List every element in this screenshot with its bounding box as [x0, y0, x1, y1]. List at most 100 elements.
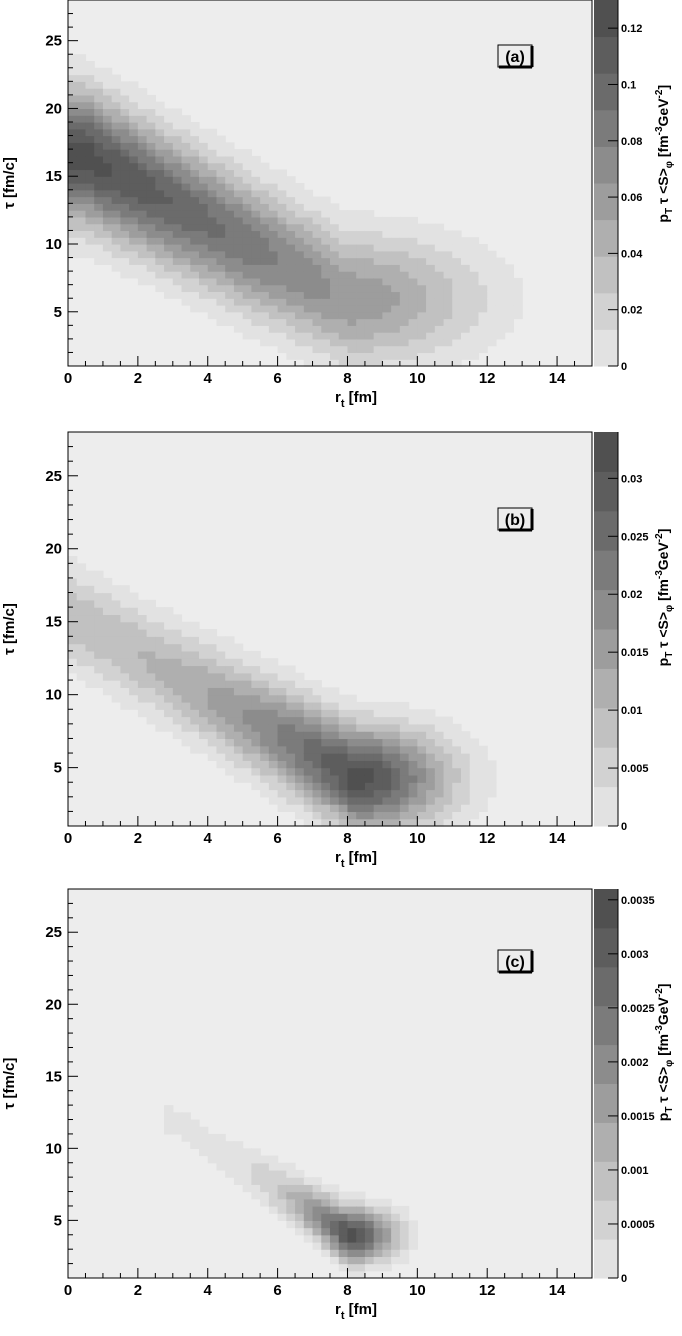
contour-cell	[129, 101, 139, 110]
contour-cell	[68, 607, 78, 616]
contour-cell	[207, 230, 218, 238]
contour-cell	[242, 753, 252, 761]
contour-cell	[225, 216, 235, 225]
contour-cell	[155, 650, 165, 659]
contour-cell	[85, 223, 95, 232]
contour-cell	[303, 1184, 314, 1193]
contour-cell	[391, 753, 401, 761]
contour-cell	[216, 687, 226, 696]
contour-cell	[330, 716, 340, 725]
contour-cell	[277, 298, 287, 306]
contour-cell	[216, 318, 226, 326]
contour-cell	[469, 796, 480, 805]
contour-cell	[242, 672, 252, 681]
contour-cell	[111, 101, 121, 110]
contour-cell	[268, 203, 279, 211]
contour-cell	[338, 731, 349, 740]
contour-cell	[356, 1256, 366, 1265]
contour-cell	[251, 1162, 261, 1171]
contour-cell	[382, 305, 392, 313]
contour-cell	[111, 108, 121, 116]
contour-cell	[146, 621, 156, 630]
contour-cell	[295, 1205, 305, 1214]
contour-cell	[260, 723, 270, 732]
contour-cell	[216, 305, 226, 313]
contour-cell	[338, 760, 349, 769]
contour-cell	[225, 643, 235, 652]
contour-cell	[312, 796, 322, 805]
x-tick-label: 0	[64, 830, 72, 847]
contour-cell	[391, 796, 401, 805]
contour-cell	[216, 203, 226, 211]
contour-cell	[277, 189, 287, 198]
contour-cell	[338, 1220, 349, 1229]
contour-cell	[426, 745, 436, 754]
contour-cell	[242, 250, 252, 259]
contour-cell	[155, 108, 165, 116]
contour-cell	[303, 359, 314, 367]
contour-cell	[330, 1184, 340, 1193]
contour-cell	[399, 723, 410, 732]
contour-cell	[146, 210, 156, 218]
contour-cell	[225, 694, 235, 703]
contour-cell	[417, 745, 427, 754]
contour-cell	[181, 216, 191, 225]
contour-cell	[408, 1227, 418, 1236]
contour-cell	[347, 782, 357, 791]
contour-cell	[338, 257, 349, 265]
contour-cell	[155, 257, 165, 265]
contour-cell	[172, 223, 183, 232]
contour-cell	[76, 244, 87, 252]
contour-cell	[461, 753, 471, 761]
contour-cell	[452, 738, 462, 747]
contour-cell	[426, 318, 436, 326]
contour-cell	[129, 237, 139, 245]
contour-cell	[199, 291, 209, 299]
contour-cell	[233, 223, 244, 232]
contour-cell	[364, 1220, 375, 1229]
contour-cell	[172, 665, 183, 674]
contour-cell	[181, 1119, 191, 1128]
contour-cell	[277, 250, 287, 259]
contour-cell	[469, 753, 480, 761]
contour-cell	[513, 291, 523, 299]
contour-cell	[495, 305, 506, 313]
contour-cell	[102, 108, 113, 116]
contour-cell	[190, 223, 200, 232]
contour-cell	[251, 298, 261, 306]
contour-cell	[233, 189, 244, 198]
contour-cell	[495, 298, 506, 306]
contour-cell	[504, 305, 514, 313]
contour-cell	[399, 345, 410, 354]
contour-cell	[303, 305, 314, 313]
contour-cell	[85, 585, 95, 594]
contour-cell	[495, 264, 506, 272]
contour-cell	[461, 277, 471, 286]
contour-cell	[251, 709, 261, 718]
contour-cell	[137, 216, 148, 225]
contour-cell	[382, 745, 392, 754]
contour-cell	[164, 257, 174, 265]
contour-cell	[251, 760, 261, 769]
contour-cell	[277, 723, 287, 732]
contour-cell	[190, 284, 200, 293]
contour-cell	[286, 332, 296, 340]
contour-cell	[347, 318, 357, 326]
contour-cell	[356, 284, 366, 293]
panel-tag: (b)	[497, 507, 534, 532]
contour-cell	[391, 782, 401, 791]
contour-cell	[364, 760, 375, 769]
contour-cell	[251, 1155, 261, 1164]
contour-cell	[181, 196, 191, 204]
contour-cell	[347, 745, 357, 754]
contour-cell	[321, 723, 331, 732]
contour-cell	[260, 338, 270, 347]
contour-cell	[295, 1184, 305, 1193]
contour-cell	[373, 796, 383, 805]
contour-cell	[94, 101, 104, 110]
contour-cell	[181, 701, 191, 710]
contour-cell	[216, 284, 226, 293]
contour-cell	[146, 128, 156, 137]
contour-cell	[312, 687, 322, 696]
